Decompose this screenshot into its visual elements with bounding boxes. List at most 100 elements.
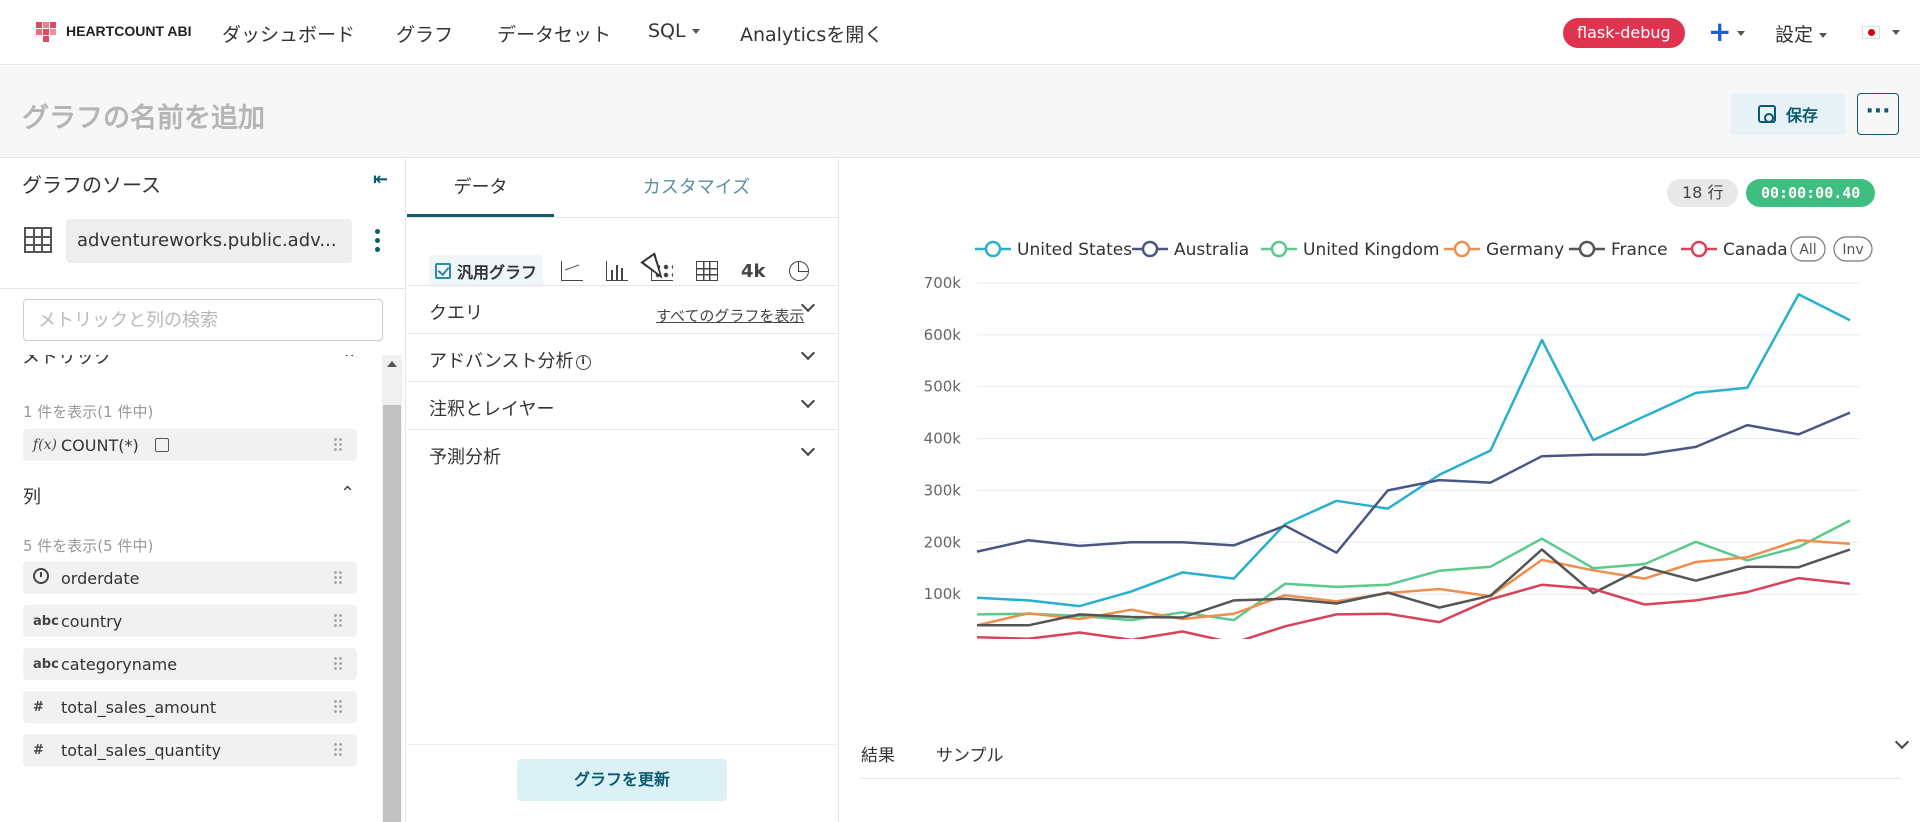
calculator-icon[interactable] xyxy=(154,438,169,452)
drag-handle-icon[interactable] xyxy=(333,656,343,672)
heart-logo-icon xyxy=(34,18,60,44)
language-chevron-icon[interactable] xyxy=(1892,30,1900,35)
chevron-down-icon xyxy=(691,29,700,34)
legend-entry-label: Germany xyxy=(1486,240,1564,260)
y-tick-label: 0 xyxy=(951,637,961,639)
chart-preview-panel: 18 行 00:00:00.40 0 100k 200k 300k 400k 500k 60… xyxy=(840,159,1920,822)
column-name: categoryname xyxy=(61,654,178,674)
more-options-button[interactable]: ··· xyxy=(1857,93,1899,135)
fields-list[interactable]: メトリック ⌃ 1 件を表示(1 件中) f(x) COUNT(*) 列 ⌃ 5… xyxy=(0,355,380,822)
chevron-up-icon[interactable]: ⌃ xyxy=(342,355,358,370)
datasource-selector[interactable]: adventureworks.public.adv... xyxy=(66,219,352,263)
metrics-count: 1 件を表示(1 件中) xyxy=(23,403,154,421)
settings-menu[interactable]: 設定 xyxy=(1775,20,1828,47)
accordion-advanced-analytics[interactable]: アドバンスト分析 i xyxy=(407,333,839,381)
metric-count-star[interactable]: f(x) COUNT(*) xyxy=(23,429,357,461)
column-orderdate[interactable]: orderdate xyxy=(23,562,357,594)
tab-data[interactable]: データ xyxy=(407,159,554,217)
series-line xyxy=(976,411,1851,554)
results-bar[interactable]: 結果 サンプル xyxy=(861,729,1910,779)
chevron-up-icon[interactable]: ⌃ xyxy=(340,483,356,504)
nav-sql-label: SQL xyxy=(648,20,686,42)
chevron-down-icon xyxy=(800,393,816,409)
legend-entry-label: United Kingdom xyxy=(1303,240,1439,260)
view-all-charts-link[interactable]: すべてのグラフを表示 xyxy=(656,307,805,325)
info-icon[interactable]: i xyxy=(575,354,591,370)
line-chart[interactable]: 0100k200k300k400k500k600k700k2021MarMayJ… xyxy=(840,219,1900,639)
chart-source-panel: グラフのソース ⇤ adventureworks.public.adv... メ… xyxy=(0,159,406,822)
column-categoryname[interactable]: abc categoryname xyxy=(23,648,357,680)
nav-charts-label: グラフ xyxy=(396,24,454,46)
table-chart-icon[interactable] xyxy=(696,261,719,281)
collapse-panel-icon[interactable]: ⇤ xyxy=(373,169,389,190)
checkbox-checked-icon xyxy=(435,263,451,279)
column-total-sales-amount[interactable]: # total_sales_amount xyxy=(23,691,357,723)
legend-toggle-inv xyxy=(1833,236,1873,262)
column-country[interactable]: abc country xyxy=(23,605,357,637)
columns-section-heading[interactable]: 列 xyxy=(23,487,41,508)
chart-name-input[interactable]: グラフの名前を追加 xyxy=(22,103,265,134)
nav-dashboard[interactable]: ダッシュボード xyxy=(222,20,355,47)
sample-tab[interactable]: サンプル xyxy=(936,746,1004,766)
chart-config-panel: データ カスタマイズ 汎用グラフ 4k すべてのグラフを表示 クエリ アドバンス… xyxy=(407,159,839,822)
series-line xyxy=(976,576,1851,639)
datasource-more-icon[interactable] xyxy=(375,229,381,255)
legend-swatch-marker xyxy=(1578,240,1596,258)
env-badge: flask-debug xyxy=(1563,18,1685,48)
results-tab[interactable]: 結果 xyxy=(861,746,895,766)
japan-flag-icon[interactable] xyxy=(1862,26,1880,39)
clock-icon xyxy=(33,568,61,588)
chevron-down-icon xyxy=(1819,33,1828,38)
nav-datasets[interactable]: データセット xyxy=(497,20,611,47)
top-navbar: HEARTCOUNT ABI ダッシュボード グラフ データセット SQL An… xyxy=(0,0,1920,65)
series-line xyxy=(977,548,1851,627)
y-tick-label: 400k xyxy=(924,430,962,448)
drag-handle-icon[interactable] xyxy=(333,437,343,453)
pie-chart-icon[interactable] xyxy=(788,261,809,281)
chevron-down-icon[interactable] xyxy=(1894,734,1910,750)
legend-toggle-label: All xyxy=(1799,242,1816,258)
drag-handle-icon[interactable] xyxy=(333,570,343,586)
accordion-advanced-text: アドバンスト分析 xyxy=(429,351,574,372)
nav-datasets-label: データセット xyxy=(497,24,612,46)
big-number-chart-icon[interactable]: 4k xyxy=(741,260,766,282)
drag-handle-icon[interactable] xyxy=(333,613,343,629)
line-chart-icon[interactable] xyxy=(561,261,584,281)
drag-handle-icon[interactable] xyxy=(333,699,343,715)
metrics-section-heading[interactable]: メトリック xyxy=(22,355,112,368)
fields-scrollbar-thumb[interactable] xyxy=(383,405,401,822)
save-button[interactable]: 保存 xyxy=(1731,93,1845,135)
scroll-up-icon[interactable] xyxy=(387,361,397,367)
metric-column-search-input[interactable] xyxy=(23,299,383,341)
bar-chart-icon[interactable] xyxy=(606,261,629,281)
accordion-forecast-label: 予測分析 xyxy=(429,447,501,468)
general-chart-toggle[interactable]: 汎用グラフ xyxy=(429,255,544,287)
chart-type-selector: 汎用グラフ 4k xyxy=(429,255,809,287)
nav-open-analytics[interactable]: Analyticsを開く xyxy=(740,20,883,47)
update-chart-button[interactable]: グラフを更新 xyxy=(517,759,727,801)
add-new-button[interactable]: + xyxy=(1708,14,1746,50)
chart-title-bar: グラフの名前を追加 保存 ··· xyxy=(0,66,1920,158)
tabs-divider xyxy=(407,217,839,218)
accordion-annotations-label: 注釈とレイヤー xyxy=(429,399,555,420)
ellipsis-icon: ··· xyxy=(1865,99,1891,124)
column-total-sales-quantity[interactable]: # total_sales_quantity xyxy=(23,734,357,766)
y-tick-label: 600k xyxy=(924,326,962,344)
accordion-forecast[interactable]: 予測分析 xyxy=(407,429,839,477)
column-name: total_sales_quantity xyxy=(61,740,222,760)
table-grid-icon xyxy=(24,227,52,253)
drag-handle-icon[interactable] xyxy=(333,742,343,758)
accordion-query[interactable]: クエリ xyxy=(407,285,839,333)
number-type-icon: # xyxy=(33,699,44,715)
app-logo[interactable]: HEARTCOUNT ABI xyxy=(34,18,191,44)
series-line xyxy=(976,519,1851,622)
function-icon: f(x) xyxy=(33,437,58,453)
chevron-down-icon xyxy=(1737,30,1746,36)
nav-dashboard-label: ダッシュボード xyxy=(222,24,356,46)
accordion-annotations[interactable]: 注釈とレイヤー xyxy=(407,381,839,429)
tab-customize[interactable]: カスタマイズ xyxy=(642,177,751,198)
nav-sql[interactable]: SQL xyxy=(648,20,700,42)
legend-entry-label: United States xyxy=(1017,240,1132,260)
legend-entry-label: Canada xyxy=(1723,240,1788,260)
nav-charts[interactable]: グラフ xyxy=(396,20,453,47)
